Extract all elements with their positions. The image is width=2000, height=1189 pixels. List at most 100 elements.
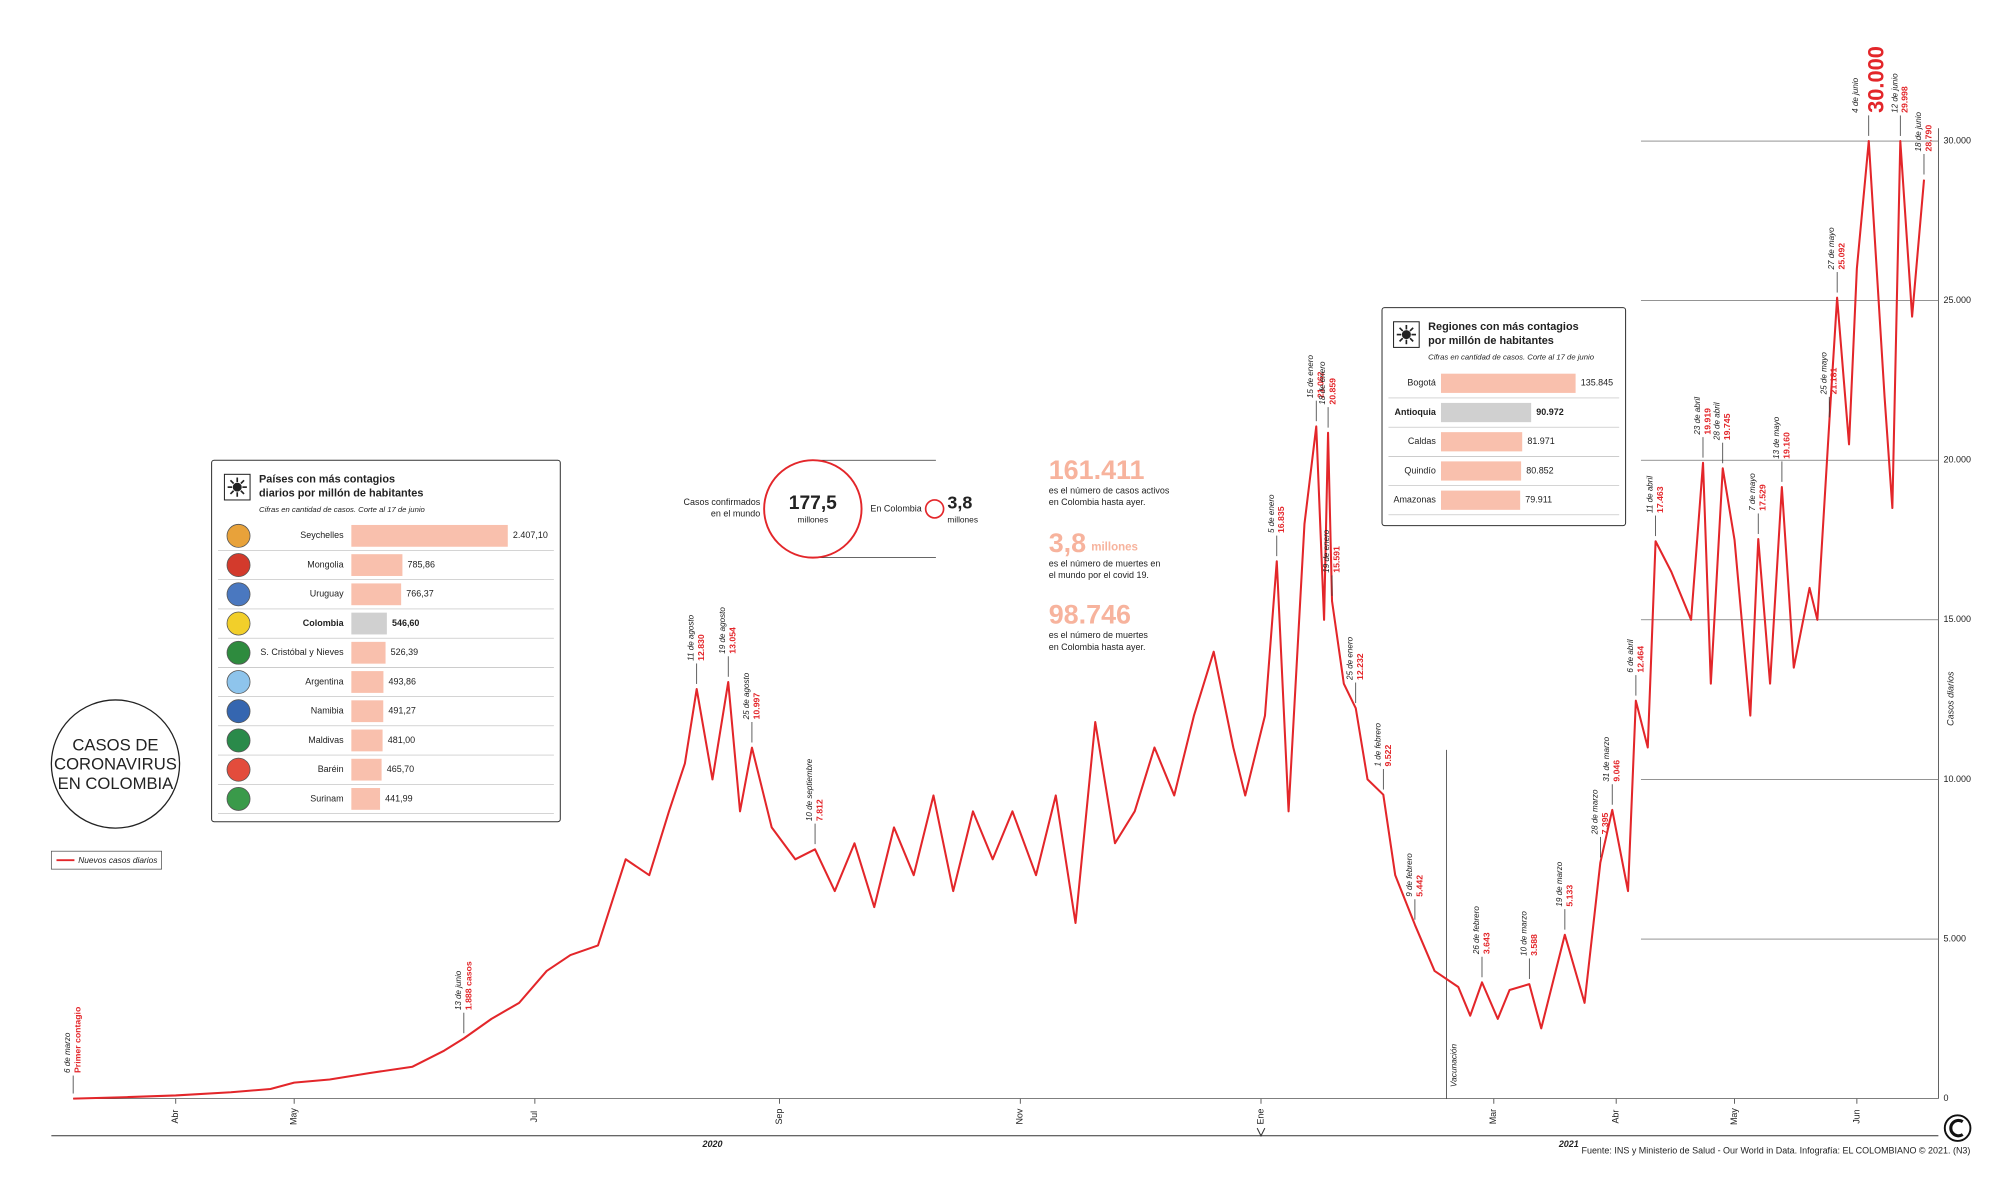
logo-mark bbox=[1949, 1118, 1964, 1138]
stat-text: es el número de muertes en bbox=[1049, 558, 1161, 568]
bar-label: 81.971 bbox=[1527, 436, 1554, 446]
annotation-value: Primer contagio bbox=[73, 1007, 83, 1073]
annotation-date: 6 de abril bbox=[1626, 639, 1635, 672]
annotation-value: 9.046 bbox=[1612, 760, 1622, 782]
bar bbox=[351, 554, 403, 576]
annotation-value: 3.588 bbox=[1529, 934, 1539, 956]
world-caption: en el mundo bbox=[711, 508, 760, 518]
colombia-unit: millones bbox=[947, 515, 978, 525]
annotation-value: 19.745 bbox=[1722, 413, 1732, 440]
row-name: Bogotá bbox=[1407, 378, 1435, 388]
stat-value: 3,8 bbox=[1049, 528, 1086, 558]
annotation-date: 26 de febrero bbox=[1472, 906, 1481, 955]
logo bbox=[1943, 1114, 1972, 1142]
event-label: Vacunación bbox=[1448, 1044, 1458, 1088]
bar-label: 546,60 bbox=[392, 618, 419, 628]
annotation-value: 12.830 bbox=[696, 634, 706, 661]
row-name: Maldivas bbox=[308, 735, 344, 745]
legend-label: Nuevos casos diarios bbox=[78, 855, 157, 865]
colombia-caption: En Colombia bbox=[870, 503, 921, 513]
title-circle bbox=[50, 699, 181, 829]
row-name: Caldas bbox=[1408, 436, 1436, 446]
panel-icon bbox=[240, 490, 245, 495]
flag bbox=[226, 699, 251, 724]
year-label: 2021 bbox=[1558, 1139, 1579, 1149]
x-tick-label: May bbox=[1729, 1108, 1739, 1125]
y-axis-label: Casos diarios bbox=[1946, 671, 1956, 726]
stat-text: en Colombia hasta ayer. bbox=[1049, 497, 1146, 507]
annotation-value: 7.395 bbox=[1600, 812, 1610, 834]
data-line bbox=[73, 139, 1926, 1100]
annotation-date: 12 de junio bbox=[1890, 73, 1899, 113]
annotation-value: 28.790 bbox=[1923, 125, 1933, 152]
annotation-date: 13 de junio bbox=[454, 970, 463, 1010]
bar-label: 785,86 bbox=[408, 559, 435, 569]
title: CASOS DE bbox=[72, 735, 158, 754]
annotation-date: 1 de febrero bbox=[1373, 722, 1382, 766]
annotation-date: 25 de agosto bbox=[742, 672, 751, 720]
annotation-date: 10 de septiembre bbox=[805, 758, 814, 821]
bar bbox=[1440, 402, 1532, 423]
row-name: Mongolia bbox=[307, 559, 343, 569]
row-name: Amazonas bbox=[1393, 495, 1436, 505]
flag bbox=[226, 553, 251, 578]
flag bbox=[226, 582, 251, 607]
bar bbox=[351, 612, 387, 635]
annotation-value: 3.643 bbox=[1481, 932, 1491, 954]
bar-label: 766,37 bbox=[406, 589, 433, 599]
panel-icon bbox=[1409, 337, 1414, 342]
panel-title: diarios por millón de habitantes bbox=[259, 487, 423, 499]
stat-text: en Colombia hasta ayer. bbox=[1049, 642, 1146, 652]
annotation-value: 5.442 bbox=[1414, 875, 1424, 897]
y-tick-label: 15.000 bbox=[1944, 614, 1971, 624]
bar bbox=[351, 788, 381, 810]
world-value: 177,5 bbox=[789, 493, 837, 514]
annotation-value: 25.092 bbox=[1837, 243, 1847, 270]
stat-text: el mundo por el covid 19. bbox=[1049, 570, 1149, 580]
bar bbox=[351, 583, 402, 606]
bar-label: 526,39 bbox=[391, 647, 418, 657]
annotation-date: 11 de agosto bbox=[687, 614, 696, 661]
bar-label: 79.911 bbox=[1525, 495, 1552, 505]
row-name: Surinam bbox=[310, 793, 343, 803]
row-name: Namibia bbox=[311, 706, 344, 716]
annotation-date: 18 de junio bbox=[1914, 111, 1923, 151]
annotation-date: 25 de enero bbox=[1346, 636, 1355, 681]
x-tick-label: Abr bbox=[1611, 1110, 1621, 1124]
panel-icon bbox=[232, 482, 242, 492]
annotation-date: 11 de abril bbox=[1646, 476, 1655, 513]
annotation-value: 12.464 bbox=[1635, 646, 1645, 673]
bar bbox=[351, 758, 382, 781]
annotation-value: 17.529 bbox=[1758, 484, 1768, 511]
annotation-date: 15 de enero bbox=[1306, 355, 1315, 399]
panel-subtitle: Cifras en cantidad de casos. Corte al 17… bbox=[1428, 353, 1595, 362]
bar bbox=[351, 700, 384, 723]
annotation-value: 29.998 bbox=[1900, 86, 1910, 113]
bar bbox=[351, 729, 383, 752]
annotation-value: 13.054 bbox=[728, 627, 738, 654]
panel-icon bbox=[240, 479, 245, 485]
x-tick-label: Abr bbox=[170, 1110, 180, 1124]
x-tick-label: May bbox=[289, 1108, 299, 1125]
y-tick-label: 20.000 bbox=[1944, 455, 1971, 465]
bar-label: 90.972 bbox=[1536, 407, 1563, 417]
bar bbox=[1440, 373, 1576, 393]
row-name: Argentina bbox=[305, 676, 343, 686]
colombia-value: 3,8 bbox=[947, 493, 972, 513]
annotation-date: 23 de abril bbox=[1693, 397, 1702, 436]
annotation-value: 5.133 bbox=[1564, 885, 1574, 907]
panel-icon bbox=[1401, 330, 1411, 340]
annotation-date: 18 de enero bbox=[1318, 361, 1327, 405]
flag bbox=[226, 786, 251, 811]
annotation-value: 17.463 bbox=[1655, 486, 1665, 513]
panel-icon bbox=[229, 479, 235, 485]
stat-text: es el número de muertes bbox=[1049, 630, 1149, 640]
bar-label: 441,99 bbox=[385, 793, 412, 803]
bar-label: 465,70 bbox=[387, 764, 414, 774]
title: EN COLOMBIA bbox=[58, 774, 175, 793]
annotation-date: 9 de febrero bbox=[1405, 853, 1414, 897]
flag bbox=[226, 728, 251, 753]
bar-label: 135.845 bbox=[1581, 378, 1613, 388]
world-circle bbox=[763, 459, 863, 559]
annotation-value: 30.000 bbox=[1863, 46, 1888, 113]
